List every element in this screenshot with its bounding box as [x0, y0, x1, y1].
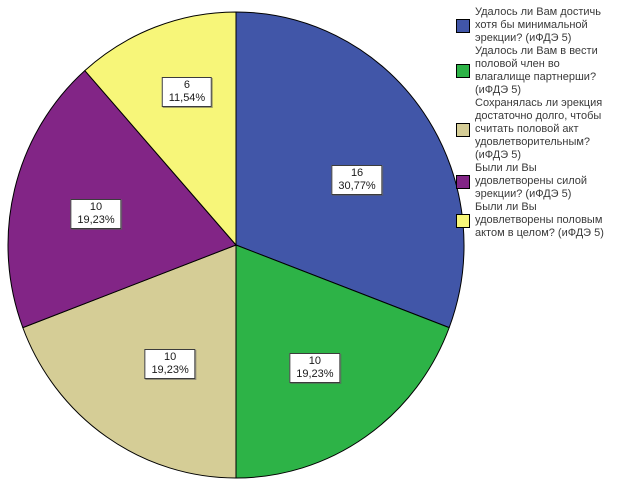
slice-count: 16: [350, 166, 364, 179]
slice-percent: 30,77%: [338, 179, 376, 192]
slice-percent: 11,54%: [168, 91, 206, 104]
legend-label-4: Были ли Вы удовлетворены силой эрекции? …: [475, 162, 588, 200]
legend-label-2: Удалось ли Вам в вести половой член во в…: [475, 45, 598, 96]
legend-item-3: Сохранялась ли эрекция достаточно долго,…: [456, 97, 622, 162]
legend: Удалось ли Вам достичь хотя бы минимальн…: [456, 6, 622, 240]
slice-count: 10: [163, 351, 177, 364]
legend-swatch-1: [456, 18, 470, 33]
slice-percent: 19,23%: [77, 214, 115, 226]
slice-value-label-5: 6 11,54%: [161, 76, 213, 107]
slice-value-label-1: 16 30,77%: [331, 164, 383, 195]
pie-slice-4: [7, 70, 237, 329]
legend-swatch-5: [456, 213, 470, 228]
slice-value-label-2: 10 19,23%: [289, 353, 341, 384]
legend-label-1: Удалось ли Вам достичь хотя бы минимальн…: [475, 6, 601, 44]
legend-item-2: Удалось ли Вам в вести половой член во в…: [456, 45, 622, 97]
legend-item-1: Удалось ли Вам достичь хотя бы минимальн…: [456, 6, 622, 45]
legend-swatch-4: [456, 174, 470, 189]
slice-count: 6: [183, 78, 191, 91]
slice-percent: 19,23%: [151, 364, 189, 377]
slice-value-label-4: 10 19,23%: [70, 199, 122, 229]
legend-item-4: Были ли Вы удовлетворены силой эрекции? …: [456, 162, 622, 201]
slice-count: 10: [308, 355, 321, 368]
pie-slice-3: [22, 244, 237, 479]
pie-slice-2: [235, 244, 450, 479]
legend-item-5: Были ли Вы удовлетворены половым актом в…: [456, 201, 622, 240]
slice-value-label-3: 10 19,23%: [144, 349, 196, 380]
legend-label-3: Сохранялась ли эрекция достаточно долго,…: [475, 97, 603, 161]
legend-label-5: Были ли Вы удовлетворены половым актом в…: [475, 201, 604, 239]
pie-slice-5: [84, 11, 237, 246]
legend-swatch-2: [456, 64, 470, 78]
legend-swatch-3: [456, 122, 470, 137]
slice-percent: 19,23%: [296, 368, 334, 381]
slice-count: 10: [89, 201, 103, 213]
